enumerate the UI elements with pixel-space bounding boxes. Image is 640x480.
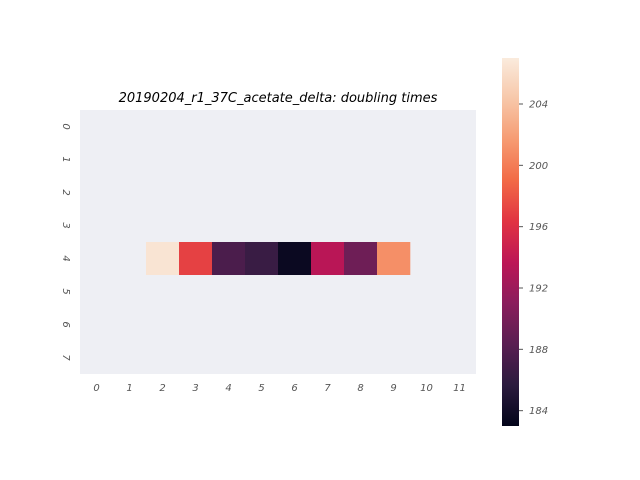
y-tick-labels: 0 1 2 3 4 5 6 7 <box>60 123 71 361</box>
colorbar <box>502 58 519 426</box>
colorbar-tick-label: 200 <box>529 161 548 172</box>
x-tick-label: 5 <box>258 383 264 394</box>
heatmap-cell-r4-c8 <box>344 242 378 275</box>
x-tick-label: 10 <box>420 383 433 394</box>
y-tick-label: 7 <box>60 354 71 361</box>
x-tick-label: 9 <box>390 383 396 394</box>
y-tick-label: 0 <box>60 123 71 129</box>
y-tick-label: 2 <box>60 189 71 195</box>
colorbar-tick-label: 204 <box>529 100 548 111</box>
y-tick-label: 1 <box>60 156 71 162</box>
heatmap-cell-r4-c7 <box>311 242 345 275</box>
x-tick-label: 8 <box>357 383 363 394</box>
colorbar-ticks: 184 188 192 196 200 204 <box>519 100 548 417</box>
x-tick-label: 3 <box>192 383 198 394</box>
heatmap-cell-r4-c5 <box>245 242 279 275</box>
x-tick-label: 2 <box>159 383 165 394</box>
chart-title: 20190204_r1_37C_acetate_delta: doubling … <box>119 91 438 106</box>
colorbar-tick-label: 184 <box>529 406 548 417</box>
y-tick-label: 4 <box>60 255 71 261</box>
x-tick-label: 0 <box>93 383 99 394</box>
x-tick-label: 7 <box>324 383 331 394</box>
heatmap-cell-r4-c4 <box>212 242 246 275</box>
x-tick-label: 1 <box>126 383 132 394</box>
heatmap-cell-r4-c3 <box>179 242 213 275</box>
heatmap-cells <box>146 242 411 275</box>
heatmap-cell-r4-c6 <box>278 242 312 275</box>
y-tick-label: 3 <box>60 222 71 228</box>
y-tick-label: 6 <box>60 321 71 327</box>
colorbar-tick-label: 192 <box>529 284 548 295</box>
y-tick-label: 5 <box>60 288 71 294</box>
colorbar-tick-label: 188 <box>529 345 548 356</box>
x-tick-label: 11 <box>453 383 466 394</box>
heatmap-cell-r4-c9 <box>377 242 411 275</box>
heatmap-cell-r4-c2 <box>146 242 180 275</box>
x-tick-label: 6 <box>291 383 297 394</box>
x-tick-label: 4 <box>225 383 231 394</box>
x-tick-labels: 0 1 2 3 4 5 6 7 8 9 10 11 <box>93 383 466 394</box>
colorbar-tick-label: 196 <box>529 222 548 233</box>
